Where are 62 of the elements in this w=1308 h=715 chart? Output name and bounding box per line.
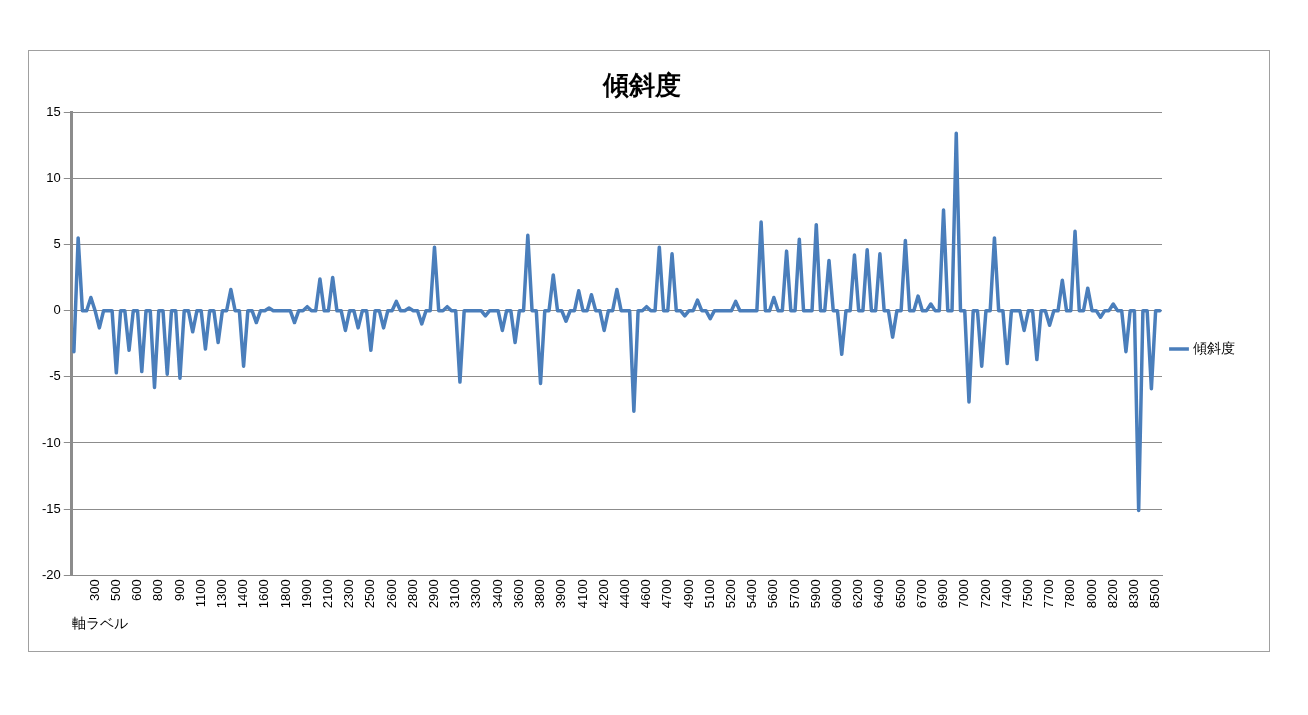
x-tick-label: 1800 [277, 579, 293, 609]
x-tick-label: 2500 [362, 579, 378, 609]
x-tick-label: 4700 [659, 579, 675, 609]
x-tick-label: 5400 [744, 579, 760, 609]
x-tick-label: 2300 [341, 579, 357, 609]
x-tick-label: 1400 [235, 579, 251, 609]
x-tick-label: 7000 [956, 579, 972, 609]
y-tick-label: 5 [53, 236, 61, 252]
x-tick-label: 4900 [680, 579, 696, 609]
x-tick-label: 1900 [298, 579, 314, 609]
x-tick-label: 5200 [723, 579, 739, 609]
x-tick-label: 5100 [701, 579, 717, 609]
x-tick-label: 6900 [935, 579, 951, 609]
x-tick-label: 3100 [447, 579, 463, 609]
y-tick-label: -10 [41, 434, 61, 450]
x-tick-label: 3600 [510, 579, 526, 609]
x-tick-label: 5900 [807, 579, 823, 609]
x-tick-label: 7500 [1019, 579, 1035, 609]
x-tick-label: 6700 [913, 579, 929, 609]
x-tick-label: 2800 [404, 579, 420, 609]
x-axis-title: 軸ラベル [71, 615, 128, 632]
x-tick-label: 4100 [574, 579, 590, 609]
y-tick-label: -20 [41, 566, 61, 582]
x-tick-label: 2100 [320, 579, 336, 609]
chart-title: 傾斜度 [602, 69, 681, 100]
x-tick-label: 800 [150, 579, 166, 601]
x-tick-label: 4400 [616, 579, 632, 609]
x-tick-label: 500 [107, 579, 123, 601]
y-tick-label: -15 [41, 500, 61, 516]
x-tick-label: 1300 [213, 579, 229, 609]
x-tick-label: 5600 [765, 579, 781, 609]
x-tick-label: 6400 [871, 579, 887, 609]
y-tick-label: -5 [49, 368, 61, 384]
x-tick-label: 8300 [1126, 579, 1141, 609]
x-tick-label: 900 [171, 579, 187, 601]
x-tick-label: 2600 [383, 579, 399, 609]
x-tick-label: 5700 [786, 579, 802, 609]
legend-label: 傾斜度 [1193, 339, 1235, 356]
y-tick-label: 10 [46, 169, 61, 185]
x-tick-label: 7800 [1062, 579, 1078, 609]
x-tick-label: 7200 [977, 579, 993, 609]
x-tick-label: 7400 [998, 579, 1014, 609]
x-tick-label: 6000 [829, 579, 845, 609]
y-tick-label: 0 [53, 302, 61, 318]
x-tick-label: 4600 [638, 579, 654, 609]
x-tick-label: 8000 [1083, 579, 1099, 609]
x-tick-label: 2900 [426, 579, 442, 609]
x-tick-label: 1100 [192, 579, 208, 608]
x-tick-label: 7700 [1041, 579, 1057, 609]
x-tick-label: 8500 [1147, 579, 1163, 609]
x-tick-label: 6500 [892, 579, 908, 609]
x-tick-label: 8200 [1104, 579, 1120, 609]
x-tick-label: 6200 [850, 579, 866, 609]
x-tick-label: 3900 [553, 579, 569, 609]
x-tick-label: 600 [129, 579, 145, 601]
x-tick-label: 3400 [489, 579, 505, 609]
x-tick-label: 4200 [595, 579, 611, 609]
x-tick-label: 3300 [468, 579, 484, 609]
y-tick-label: 15 [46, 103, 61, 119]
x-tick-label: 1600 [256, 579, 272, 609]
x-tick-label: 3800 [532, 579, 548, 609]
x-tick-label: 300 [86, 579, 102, 601]
